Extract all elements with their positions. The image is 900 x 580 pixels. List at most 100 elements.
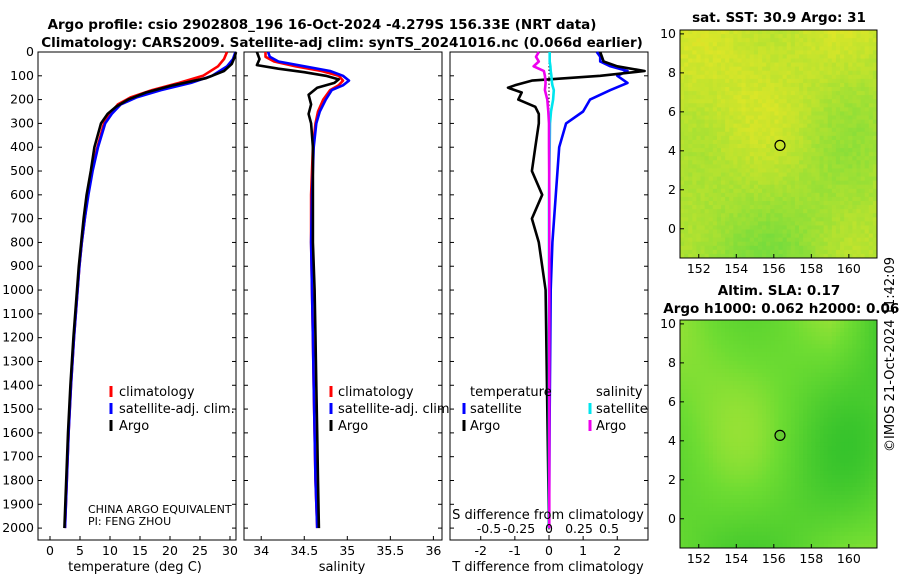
map-cell (753, 201, 759, 206)
map-cell (774, 442, 779, 447)
series-line-temperature-satellite (547, 51, 629, 529)
map-cell (716, 205, 722, 210)
map-cell (712, 66, 718, 72)
map-cell (840, 42, 845, 47)
map-cell (852, 188, 857, 194)
map-cell (757, 470, 763, 476)
map-cell (794, 241, 800, 247)
map-cell (753, 515, 759, 520)
map-cell (807, 38, 812, 43)
map-cell (848, 139, 853, 145)
map-cell (852, 123, 857, 129)
map-cell (721, 372, 726, 378)
map-cell (692, 446, 697, 451)
map-cell (856, 62, 861, 68)
map-cell (725, 241, 730, 247)
map-cell (753, 62, 759, 68)
map-cell (811, 397, 816, 402)
map-cell (770, 340, 775, 345)
map-cell (856, 184, 861, 190)
map-cell (708, 462, 714, 467)
map-cell (721, 99, 726, 104)
map-cell (757, 111, 763, 116)
map-cell (770, 438, 775, 443)
map-cell (823, 348, 829, 353)
map-cell (790, 168, 796, 173)
map-cell (745, 458, 751, 463)
map-cell (741, 119, 747, 125)
map-cell (733, 241, 738, 247)
map-cell (729, 62, 734, 68)
map-cell (757, 172, 763, 177)
map-cell (692, 115, 697, 120)
map-cell (688, 111, 693, 116)
map-cell (700, 332, 706, 337)
map-cell (856, 107, 861, 112)
map-cell (831, 241, 837, 247)
map-cell (835, 245, 841, 251)
map-cell (786, 356, 792, 362)
map-cell (852, 233, 857, 239)
map-cell (803, 442, 808, 447)
map-cell (827, 148, 833, 153)
map-cell (716, 70, 722, 76)
map-cell (708, 42, 714, 47)
map-cell (819, 241, 825, 247)
map-cell (721, 499, 726, 504)
map-cell (799, 180, 804, 186)
map-cell (860, 127, 866, 133)
map-cell (688, 245, 693, 251)
map-cell (766, 87, 771, 92)
map-cell (745, 466, 751, 472)
map-cell (790, 519, 796, 524)
map-cell (790, 462, 796, 467)
map-cell (712, 515, 718, 520)
map-cell (774, 340, 779, 345)
map-cell (757, 184, 763, 190)
map-cell (753, 70, 759, 76)
map-cell (745, 180, 751, 186)
map-cell (848, 217, 853, 222)
map-cell (684, 491, 689, 496)
map-cell (872, 54, 878, 59)
map-cell (872, 221, 878, 226)
map-cell (778, 176, 783, 182)
map-cell (856, 144, 861, 149)
map-cell (749, 34, 755, 39)
map-cell (757, 372, 763, 378)
x-tick-label: 15 (132, 543, 148, 558)
map-cell (856, 213, 861, 218)
map-cell (712, 539, 718, 545)
map-cell (757, 356, 763, 362)
map-cell (762, 413, 767, 419)
map-cell (860, 192, 866, 198)
map-cell (823, 454, 829, 459)
map-cell (770, 535, 775, 541)
map-cell (712, 221, 718, 226)
y-tick-label: 2000 (2, 520, 34, 535)
map-cell (762, 58, 767, 63)
map-cell (684, 95, 689, 100)
map-cell (737, 328, 742, 333)
map-cell (848, 58, 853, 63)
map-cell (737, 131, 742, 137)
map-cell (716, 46, 722, 51)
map-cell (778, 196, 783, 202)
map-cell (803, 328, 808, 333)
map-cell (831, 245, 837, 251)
map-cell (680, 249, 685, 255)
map-cell (725, 401, 730, 406)
map-cell (799, 164, 804, 169)
map-cell (778, 535, 783, 541)
map-cell (864, 172, 870, 177)
map-cell (819, 253, 825, 259)
map-cell (725, 107, 730, 112)
map-cell (684, 348, 689, 353)
map-cell (799, 478, 804, 484)
map-cell (712, 87, 718, 92)
map-cell (819, 180, 825, 186)
map-cell (803, 241, 808, 247)
map-cell (745, 344, 751, 349)
map-cell (757, 213, 763, 218)
map-cell (741, 205, 747, 210)
